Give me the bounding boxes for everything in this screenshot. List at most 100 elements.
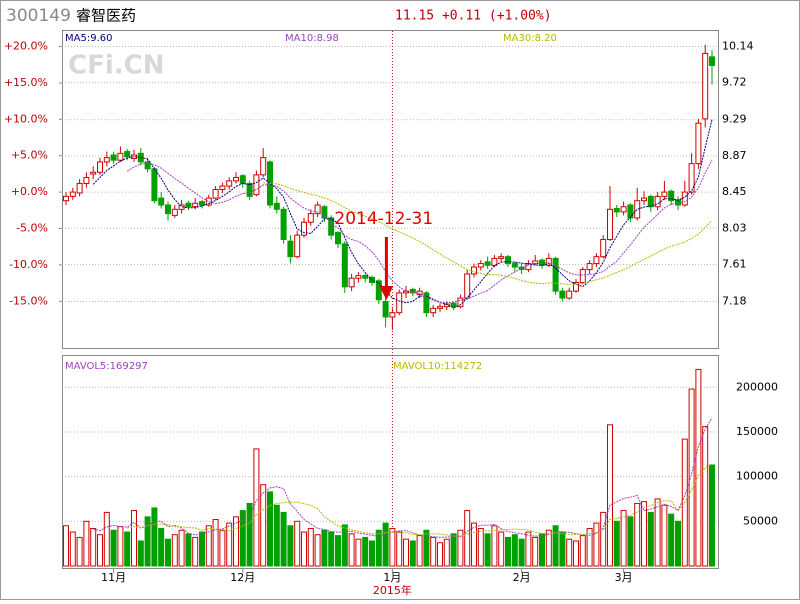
volume-bar bbox=[348, 533, 355, 567]
volume-bar bbox=[566, 538, 573, 567]
volume-bar bbox=[457, 529, 464, 567]
volume-bar bbox=[280, 511, 287, 567]
candle-body bbox=[498, 256, 505, 259]
candle-body bbox=[437, 306, 443, 309]
candle-body bbox=[613, 207, 620, 213]
volume-bar bbox=[328, 531, 335, 567]
volume-bar bbox=[396, 531, 403, 567]
candle-body bbox=[239, 175, 246, 184]
candle-body bbox=[185, 202, 192, 208]
candle-body bbox=[634, 200, 641, 219]
volume-bar bbox=[498, 531, 505, 567]
volume-bar bbox=[199, 531, 205, 567]
volume-bar bbox=[355, 538, 362, 567]
candle-body bbox=[702, 52, 709, 120]
volume-bar bbox=[491, 525, 498, 567]
candle-body bbox=[382, 300, 389, 318]
candle-body bbox=[661, 191, 668, 197]
candle-body bbox=[83, 176, 90, 184]
volume-bar bbox=[335, 535, 341, 567]
volume-bar bbox=[579, 535, 586, 567]
ma-label: MA10:8.98 bbox=[285, 33, 339, 44]
candle-body bbox=[668, 190, 675, 202]
volume-bar bbox=[559, 531, 566, 567]
volume-bar bbox=[110, 529, 117, 567]
y-tick-label: 8.45 bbox=[722, 185, 747, 198]
candle-body bbox=[219, 185, 226, 191]
candle-body bbox=[260, 157, 267, 176]
x-tick-label: 11月 bbox=[101, 571, 126, 584]
volume-bar bbox=[192, 536, 199, 567]
candle-body bbox=[321, 206, 328, 219]
stock-code: 300149 bbox=[6, 6, 71, 26]
y2-tick-label: +5.0% bbox=[11, 149, 48, 162]
volume-bar bbox=[246, 502, 253, 567]
volume-bar bbox=[613, 520, 620, 567]
ma-label: MA5:9.60 bbox=[65, 33, 112, 44]
volume-bar bbox=[484, 533, 491, 567]
volume-bar bbox=[586, 527, 593, 567]
volume-bar bbox=[117, 526, 124, 567]
volume-bar bbox=[505, 536, 511, 567]
volume-bar bbox=[702, 426, 709, 567]
volume-bar bbox=[212, 519, 219, 567]
volume-bar bbox=[409, 540, 416, 567]
volume-bar bbox=[675, 520, 681, 567]
candle-body bbox=[566, 290, 573, 299]
y2-tick-label: -15.0% bbox=[9, 294, 48, 307]
volume-bar bbox=[532, 536, 539, 567]
candle-body bbox=[205, 197, 212, 206]
year-label: 2015年 bbox=[373, 583, 412, 597]
candle-body bbox=[688, 163, 695, 193]
volume-bar bbox=[137, 540, 144, 567]
ma-line bbox=[92, 119, 713, 309]
volume-bar bbox=[63, 525, 69, 567]
volume-bar bbox=[287, 525, 294, 567]
volume-bar bbox=[389, 527, 396, 567]
candle-body bbox=[403, 290, 409, 294]
volume-bar bbox=[124, 531, 131, 567]
candle-body bbox=[117, 152, 124, 161]
volume-bar bbox=[641, 501, 647, 567]
volume-bar bbox=[620, 510, 627, 567]
volume-bar bbox=[654, 498, 661, 567]
candle-body bbox=[348, 277, 355, 288]
candle-body bbox=[314, 204, 321, 215]
volume-ma-line bbox=[93, 417, 713, 538]
candle-body bbox=[76, 182, 83, 194]
candle-body bbox=[647, 195, 654, 208]
candle-body bbox=[709, 56, 715, 66]
candle-body bbox=[171, 208, 178, 216]
volume-bar bbox=[695, 368, 702, 567]
volume-bar bbox=[314, 534, 321, 567]
y-tick-label: 150000 bbox=[736, 425, 778, 438]
volume-bar bbox=[471, 522, 477, 567]
volume-bar bbox=[573, 540, 579, 567]
candle-body bbox=[335, 232, 341, 245]
candle-body bbox=[695, 122, 702, 165]
volume-bar bbox=[307, 527, 314, 567]
candle-body bbox=[375, 280, 382, 301]
volume-bar bbox=[688, 388, 695, 567]
candle-body bbox=[389, 312, 396, 318]
volume-bar bbox=[525, 531, 532, 567]
candle-body bbox=[151, 168, 158, 202]
volume-bar bbox=[103, 511, 110, 567]
y-tick-label: 7.61 bbox=[722, 257, 747, 270]
x-tick-label: 1月 bbox=[383, 571, 401, 584]
volume-bar bbox=[403, 538, 409, 567]
volume-bar bbox=[477, 527, 484, 567]
annotation: 2014-12-31 bbox=[334, 209, 433, 229]
candle-body bbox=[144, 161, 151, 170]
candle-body bbox=[280, 208, 287, 240]
candle-body bbox=[294, 234, 301, 258]
y2-tick-label: +15.0% bbox=[4, 76, 48, 89]
volume-bar bbox=[552, 525, 559, 567]
candle-body bbox=[641, 197, 647, 202]
ma-line bbox=[126, 159, 713, 304]
candle-body bbox=[607, 208, 613, 240]
volume-bar bbox=[369, 540, 375, 567]
y-tick-label: 100000 bbox=[736, 470, 778, 483]
y-tick-label: 9.72 bbox=[722, 76, 747, 89]
